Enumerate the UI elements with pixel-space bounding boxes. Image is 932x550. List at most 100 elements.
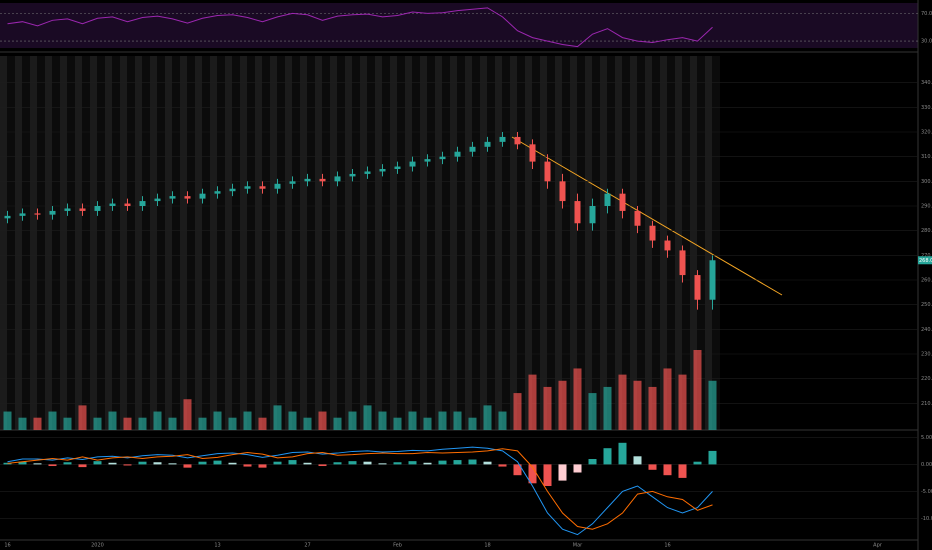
volume-bar xyxy=(468,417,477,430)
candle-body xyxy=(214,191,221,194)
y-tick-label: 270.00 xyxy=(921,253,932,259)
volume-bar xyxy=(528,374,537,430)
candle-body xyxy=(79,208,86,211)
volume-bar xyxy=(408,411,417,430)
rsi-line xyxy=(7,7,713,48)
macd-hist-bar xyxy=(453,460,462,465)
volume-bar xyxy=(258,417,267,430)
volume-bar xyxy=(543,386,552,430)
volume-bar xyxy=(558,380,567,430)
macd-hist-bar xyxy=(378,463,387,465)
x-tick-label: Feb xyxy=(393,543,402,549)
macd-hist-bar xyxy=(468,459,477,465)
candle-body xyxy=(709,260,716,300)
candle-body xyxy=(469,146,476,152)
macd-hist-bar xyxy=(408,461,417,465)
volume-bar xyxy=(393,417,402,430)
volume-bar xyxy=(318,411,327,430)
macd-hist-bar xyxy=(243,464,252,467)
volume-bar xyxy=(3,411,12,430)
candle-body xyxy=(349,173,356,177)
candle-body xyxy=(124,203,131,206)
volume-bar xyxy=(363,405,372,430)
candle-body xyxy=(139,201,146,206)
volume-bar xyxy=(63,417,72,430)
x-tick-label: 2020 xyxy=(91,543,104,549)
macd-hist-bar xyxy=(438,460,447,465)
y-tick-label: 230.00 xyxy=(921,352,932,358)
volume-bar xyxy=(18,417,27,430)
macd-hist-bar xyxy=(168,463,177,465)
y-tick-label: 310.00 xyxy=(921,154,932,160)
macd-hist-bar xyxy=(48,464,57,467)
volume-bar xyxy=(273,405,282,430)
volume-bar xyxy=(108,411,117,430)
macd-hist-bar xyxy=(78,464,87,468)
candle-body xyxy=(4,215,11,219)
candle-body xyxy=(34,213,41,215)
volume-bar xyxy=(603,386,612,430)
y-tick-label: 210.00 xyxy=(921,401,932,407)
candle-body xyxy=(184,196,191,199)
volume-bar xyxy=(168,417,177,430)
candle-body xyxy=(619,193,626,211)
macd-hist-bar xyxy=(183,464,192,468)
candle-body xyxy=(634,210,641,226)
macd-hist-bar xyxy=(633,456,642,465)
volume-bar xyxy=(198,417,207,430)
candle-body xyxy=(499,136,506,142)
candle-body xyxy=(529,144,536,162)
y-tick-label: 260.00 xyxy=(921,278,932,284)
y-tick-label: -10.00 xyxy=(921,516,932,522)
candle-body xyxy=(304,178,311,182)
volume-bar xyxy=(483,405,492,430)
macd-hist-bar xyxy=(198,461,207,465)
volume-bar xyxy=(498,411,507,430)
macd-hist-bar xyxy=(258,464,267,468)
volume-bar xyxy=(663,368,672,430)
macd-line xyxy=(7,446,713,536)
candle-body xyxy=(424,159,431,162)
volume-bar xyxy=(333,417,342,430)
macd-hist-bar xyxy=(213,460,222,465)
candle-body xyxy=(229,188,236,192)
volume-bar xyxy=(573,368,582,430)
x-tick-label: 13 xyxy=(214,543,220,549)
macd-hist-bar xyxy=(513,464,522,476)
volume-bar xyxy=(678,374,687,430)
macd-hist-bar xyxy=(708,450,717,465)
last-price-box xyxy=(918,256,932,265)
x-tick-label: 16 xyxy=(664,543,670,549)
candle-body xyxy=(274,183,281,189)
y-tick-label: 330.00 xyxy=(921,105,932,111)
x-tick-label: 18 xyxy=(484,543,490,549)
y-tick-label: 5.00 xyxy=(921,435,932,441)
y-tick-label: 300.00 xyxy=(921,179,932,185)
candle-body xyxy=(409,161,416,167)
macd-hist-bar xyxy=(93,461,102,465)
macd-hist-bar xyxy=(273,461,282,465)
macd-hist-bar xyxy=(498,464,507,467)
volume-bar xyxy=(348,411,357,430)
y-tick-label: 0.00 xyxy=(921,462,932,468)
macd-hist-bar xyxy=(393,462,402,465)
macd-line xyxy=(7,448,713,530)
volume-bar xyxy=(243,411,252,430)
candle-body xyxy=(574,201,581,224)
volume-bar xyxy=(438,411,447,430)
candle-body xyxy=(544,161,551,182)
macd-hist-bar xyxy=(333,462,342,465)
volume-bar xyxy=(618,374,627,430)
candle-body xyxy=(664,240,671,251)
macd-hist-bar xyxy=(318,464,327,467)
session-bands xyxy=(0,56,720,430)
macd-hist-bar xyxy=(153,462,162,465)
macd-hist-bar xyxy=(573,464,582,473)
y-tick-label: 240.00 xyxy=(921,327,932,333)
candle-body xyxy=(679,250,686,276)
y-tick-label: 30.00 xyxy=(921,39,932,45)
candle-body xyxy=(439,156,446,160)
volume-bar xyxy=(123,417,132,430)
macd-hist-bar xyxy=(288,460,297,465)
